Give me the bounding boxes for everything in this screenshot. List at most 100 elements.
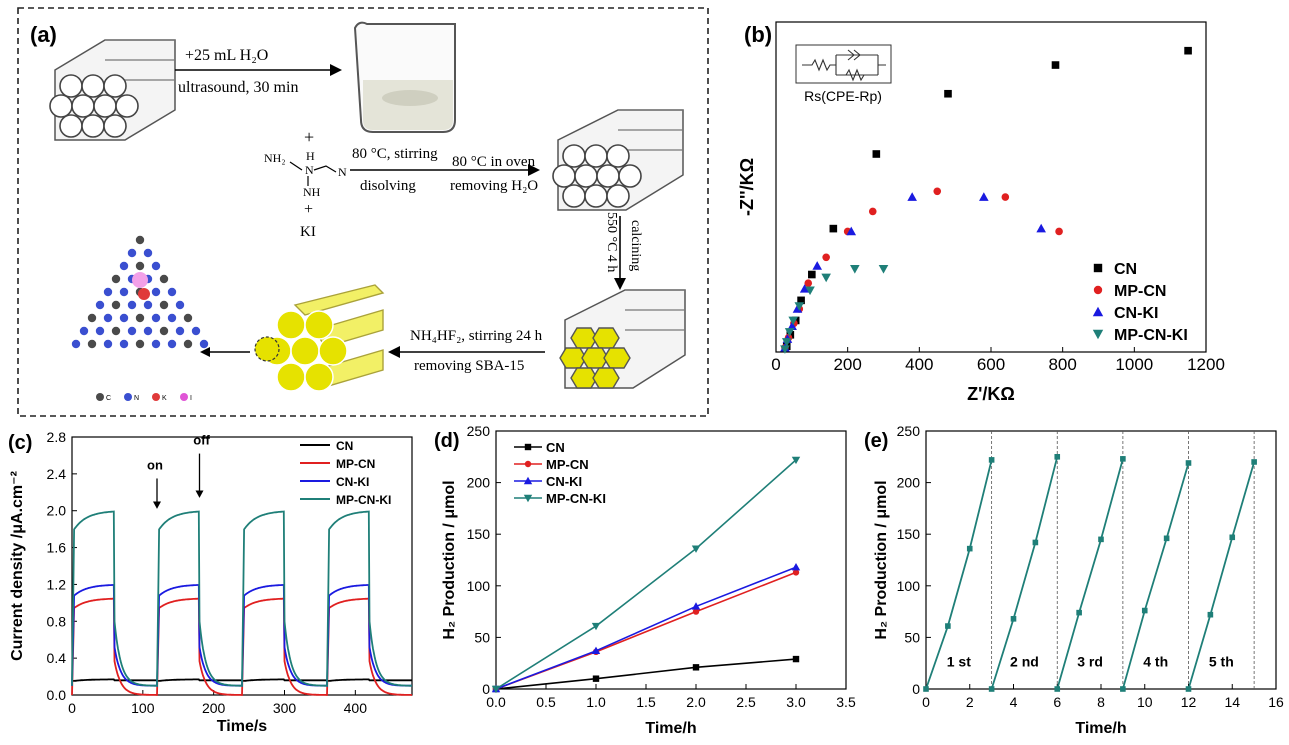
data-point (1054, 454, 1061, 460)
y-axis-label: H₂ Production / μmol (441, 480, 458, 639)
atom-sphere (183, 339, 193, 349)
legend-label: CN (1114, 261, 1137, 278)
x-tick-label: 0 (771, 355, 780, 374)
y-tick-label: 50 (474, 629, 490, 645)
carbon-nitride-template-icon (559, 289, 686, 389)
y-axis-label: H₂ Production / μmol (873, 480, 890, 639)
step4-left-label: 550 °C 4 h (604, 212, 619, 272)
y-tick-label: 150 (467, 526, 491, 542)
data-point (792, 304, 803, 313)
atom-sphere (143, 326, 153, 336)
data-point (846, 226, 857, 236)
nyquist-chart: 0 200 400 600 800 1000 1200 Z'/KΩ -Z''/KΩ (b) Rs(C… (737, 21, 1225, 404)
y-tick-label: 250 (897, 425, 921, 439)
data-point (944, 89, 952, 98)
atom-sphere (159, 300, 169, 310)
data-point (988, 686, 995, 692)
data-point (591, 646, 601, 655)
y-tick-label: 0.4 (47, 650, 67, 666)
step2-bottom-label: disolving (360, 178, 416, 194)
atom-sphere (167, 313, 177, 323)
group-nh2: NH₂ (264, 151, 286, 165)
y-tick-label: 0 (482, 681, 490, 697)
step4-right-label: calcining (628, 220, 643, 271)
atom-sphere (135, 313, 145, 323)
atom-sphere (135, 339, 145, 349)
y-tick-label: 2.0 (47, 503, 67, 519)
x-tick-label: 4 (1010, 694, 1018, 710)
series-line-CN-KI (495, 566, 797, 690)
atom-sphere (119, 313, 129, 323)
data-point (878, 264, 889, 274)
legend-marker (1092, 329, 1104, 340)
data-point (1032, 539, 1039, 546)
cycle-line (925, 459, 993, 690)
y-axis-label: -Z''/KΩ (737, 158, 757, 216)
x-tick-label: 2 (966, 694, 974, 710)
x-tick-label: 800 (1048, 355, 1076, 374)
step1-bottom-label: ultrasound, 30 min (178, 79, 298, 96)
atom-sphere (95, 326, 105, 336)
data-point (907, 192, 917, 201)
cycling-chart: 0 2 4 6 8 10 12 14 16 0 50 100 150 200 250 Time/h H₂ Pro… (864, 423, 1284, 737)
data-point (808, 270, 816, 279)
atom-sphere (103, 313, 113, 323)
atom-sphere (127, 300, 137, 310)
series-MP-CN (781, 187, 1063, 352)
x-axis-label: Time/h (1075, 720, 1126, 737)
annotation-off: off (193, 432, 210, 447)
molecular-structure-icon (71, 235, 209, 349)
data-point (781, 338, 792, 347)
mesoporous-rods-icon (254, 284, 385, 392)
data-point (491, 685, 501, 694)
data-point (1184, 46, 1192, 55)
atom-sphere (135, 235, 145, 245)
data-point (1185, 686, 1192, 692)
series-line-CN (495, 658, 797, 690)
data-point (792, 569, 800, 576)
potassium-atom (138, 288, 150, 300)
atom-legend-label: K (162, 395, 167, 402)
atom-sphere (151, 287, 161, 297)
x-tick-label: 0.5 (536, 694, 556, 710)
cycle-line (990, 456, 1059, 690)
x-tick-label: 1.0 (586, 694, 606, 710)
legend-marker (524, 460, 532, 468)
atom-n2: N (338, 165, 347, 179)
atom-sphere (111, 326, 121, 336)
annotation-on: on (147, 457, 163, 472)
atom-sphere (119, 261, 129, 271)
photocurrent-chart: 0 100 200 300 400 0.0 0.4 0.8 1.2 1.6 2.0 2.4 2.8 Tim… (8, 429, 413, 735)
atom-legend-swatch (180, 393, 188, 401)
legend-marker (1093, 263, 1103, 273)
legend-marker (1093, 285, 1103, 295)
legend-label: MP-CN-KI (546, 491, 606, 506)
x-tick-label: 16 (1268, 694, 1284, 710)
data-point (692, 664, 700, 671)
legend-label: CN-KI (546, 474, 582, 489)
cycle-line (1187, 461, 1255, 690)
data-point (868, 207, 877, 216)
plot-frame (495, 430, 847, 690)
data-point (1076, 609, 1082, 616)
data-point (794, 302, 805, 311)
data-point (872, 150, 881, 158)
atom-sphere (151, 339, 161, 349)
y-tick-label: 2.8 (47, 429, 67, 445)
atom-sphere (71, 339, 81, 349)
step3-bottom-label: removing H₂O (450, 178, 538, 194)
y-tick-label: 50 (904, 629, 920, 645)
legend-marker (1092, 306, 1104, 317)
data-point (791, 563, 801, 571)
circuit-label: Rs(CPE-Rp) (804, 88, 882, 104)
cycle-label: 2 nd (1010, 653, 1039, 669)
data-point (812, 261, 823, 270)
x-tick-label: 8 (1097, 694, 1105, 710)
data-point (1185, 460, 1192, 466)
x-tick-label: 1.5 (636, 694, 656, 710)
atom-sphere (87, 313, 97, 323)
dicyandiamide-structure: H NH₂ N N NH + KI (264, 149, 347, 240)
data-point (923, 686, 929, 692)
circuit-icon (802, 49, 886, 82)
atom-sphere (111, 274, 121, 284)
